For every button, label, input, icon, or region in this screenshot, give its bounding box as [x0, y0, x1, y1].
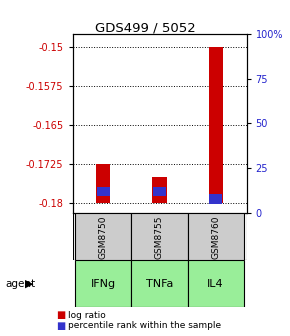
FancyBboxPatch shape: [188, 213, 244, 260]
Text: IL4: IL4: [207, 279, 224, 289]
FancyBboxPatch shape: [131, 213, 188, 260]
FancyBboxPatch shape: [131, 260, 188, 307]
Bar: [153, 187, 166, 197]
Text: ▶: ▶: [25, 279, 33, 289]
Text: ■: ■: [57, 310, 66, 320]
Bar: [153, 177, 166, 203]
Text: GSM8750: GSM8750: [99, 215, 108, 259]
Text: GSM8755: GSM8755: [155, 215, 164, 259]
Bar: [96, 164, 110, 203]
FancyBboxPatch shape: [188, 260, 244, 307]
Bar: [97, 187, 110, 197]
Text: agent: agent: [6, 279, 36, 289]
Bar: [209, 194, 222, 204]
FancyBboxPatch shape: [75, 213, 131, 260]
Text: GSM8760: GSM8760: [211, 215, 220, 259]
Text: IFNg: IFNg: [91, 279, 116, 289]
Text: log ratio: log ratio: [68, 311, 106, 320]
FancyBboxPatch shape: [75, 260, 131, 307]
Bar: [209, 47, 223, 203]
Text: GDS499 / 5052: GDS499 / 5052: [95, 22, 195, 35]
Text: percentile rank within the sample: percentile rank within the sample: [68, 322, 221, 330]
Text: TNFa: TNFa: [146, 279, 173, 289]
Text: ■: ■: [57, 321, 66, 331]
